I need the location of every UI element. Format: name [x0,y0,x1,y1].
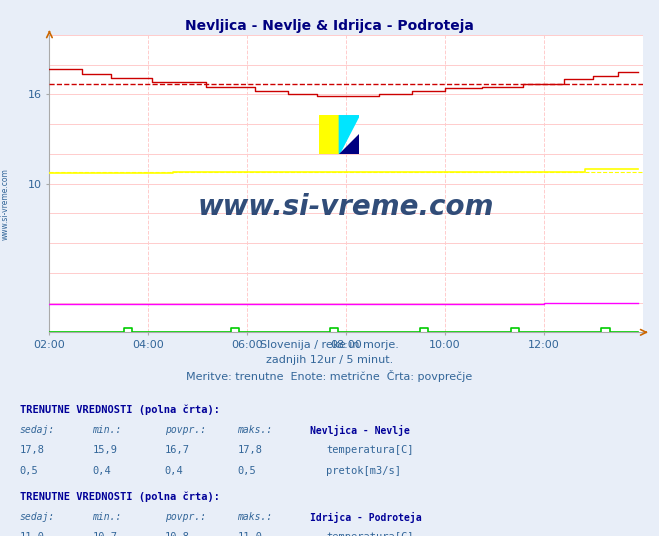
Text: maks.:: maks.: [237,512,272,522]
Text: min.:: min.: [92,512,122,522]
Text: TRENUTNE VREDNOSTI (polna črta):: TRENUTNE VREDNOSTI (polna črta): [20,492,219,502]
Text: Nevljica - Nevlje & Idrijca - Podroteja: Nevljica - Nevlje & Idrijca - Podroteja [185,19,474,33]
Text: povpr.:: povpr.: [165,512,206,522]
Text: Meritve: trenutne  Enote: metrične  Črta: povprečje: Meritve: trenutne Enote: metrične Črta: … [186,370,473,382]
Text: min.:: min.: [92,425,122,435]
Text: 0,4: 0,4 [92,466,111,476]
Text: 17,8: 17,8 [237,445,262,456]
Text: povpr.:: povpr.: [165,425,206,435]
Text: 11,0: 11,0 [20,532,45,536]
Text: 0,4: 0,4 [165,466,183,476]
Polygon shape [339,115,359,154]
Text: temperatura[C]: temperatura[C] [326,445,414,456]
Text: 10,8: 10,8 [165,532,190,536]
Text: maks.:: maks.: [237,425,272,435]
Polygon shape [320,115,339,154]
Text: 15,9: 15,9 [92,445,117,456]
Polygon shape [339,135,359,154]
Text: Slovenija / reke in morje.: Slovenija / reke in morje. [260,340,399,351]
Text: sedaj:: sedaj: [20,512,55,522]
Text: 0,5: 0,5 [237,466,256,476]
Text: zadnjih 12ur / 5 minut.: zadnjih 12ur / 5 minut. [266,355,393,366]
Text: www.si-vreme.com: www.si-vreme.com [198,193,494,221]
Text: Nevljica - Nevlje: Nevljica - Nevlje [310,425,410,436]
Text: 0,5: 0,5 [20,466,38,476]
Text: pretok[m3/s]: pretok[m3/s] [326,466,401,476]
Text: 16,7: 16,7 [165,445,190,456]
Text: 17,8: 17,8 [20,445,45,456]
Text: 10,7: 10,7 [92,532,117,536]
Text: temperatura[C]: temperatura[C] [326,532,414,536]
Text: TRENUTNE VREDNOSTI (polna črta):: TRENUTNE VREDNOSTI (polna črta): [20,405,219,415]
Text: Idrijca - Podroteja: Idrijca - Podroteja [310,512,421,523]
Text: 11,0: 11,0 [237,532,262,536]
Text: www.si-vreme.com: www.si-vreme.com [1,168,10,240]
Text: sedaj:: sedaj: [20,425,55,435]
